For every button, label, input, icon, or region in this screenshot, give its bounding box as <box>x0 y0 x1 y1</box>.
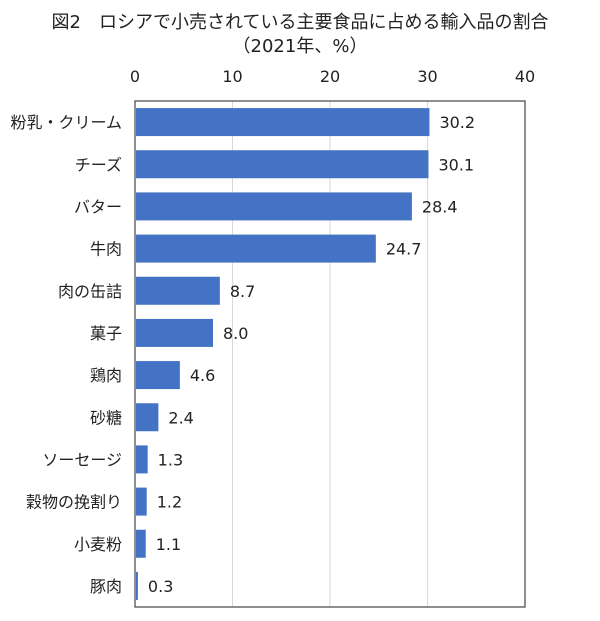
bar <box>136 571 138 600</box>
category-label: ソーセージ <box>42 450 122 469</box>
data-label: 1.3 <box>158 450 183 469</box>
data-label: 1.2 <box>157 493 182 512</box>
category-label: 鶏肉 <box>90 366 122 385</box>
data-label: 1.1 <box>156 535 181 554</box>
data-label: 8.7 <box>230 282 255 301</box>
category-label: 粉乳・クリーム <box>10 113 122 132</box>
category-label: 菓子 <box>90 324 122 343</box>
data-label: 0.3 <box>148 577 173 596</box>
data-label: 28.4 <box>422 197 458 216</box>
bar <box>136 318 213 347</box>
bar <box>136 403 159 432</box>
data-label: 30.2 <box>439 113 475 132</box>
data-label: 4.6 <box>190 366 215 385</box>
category-label: 砂糖 <box>90 408 122 427</box>
bar <box>136 276 220 305</box>
category-label: 豚肉 <box>90 577 122 596</box>
data-label: 30.1 <box>438 155 474 174</box>
bar <box>136 192 412 221</box>
x-tick-label: 40 <box>515 67 535 86</box>
category-label: バター <box>74 197 122 216</box>
category-label: 牛肉 <box>90 240 122 259</box>
bar <box>136 234 376 263</box>
category-label: 小麦粉 <box>74 535 122 554</box>
chart-title: 図2 ロシアで小売されている主要食品に占める輸入品の割合 <box>52 12 549 33</box>
x-tick-label: 10 <box>222 67 242 86</box>
bar <box>136 150 429 179</box>
bar <box>136 487 147 516</box>
data-label: 8.0 <box>223 324 248 343</box>
x-tick-label: 0 <box>130 67 140 86</box>
x-tick-label: 20 <box>320 67 340 86</box>
bar <box>136 361 180 390</box>
data-label: 2.4 <box>168 408 193 427</box>
category-label: チーズ <box>75 155 122 174</box>
chart-subtitle: （2021年、%） <box>233 36 368 57</box>
data-label: 24.7 <box>386 240 422 259</box>
plot-border <box>134 100 526 608</box>
x-tick-label: 30 <box>417 67 437 86</box>
bar <box>136 108 430 137</box>
bar <box>136 529 146 558</box>
category-label: 穀物の挽割り <box>26 493 122 512</box>
category-label: 肉の缶詰 <box>58 282 122 301</box>
bar <box>136 445 148 474</box>
